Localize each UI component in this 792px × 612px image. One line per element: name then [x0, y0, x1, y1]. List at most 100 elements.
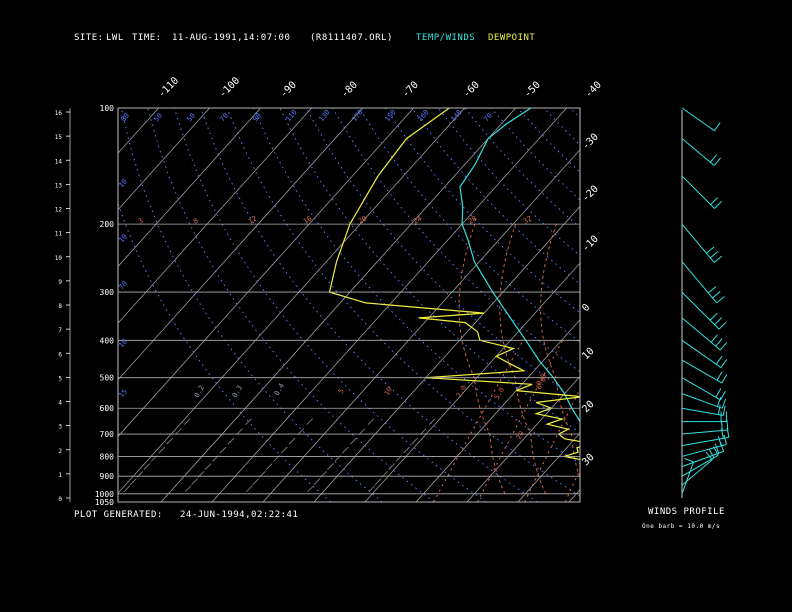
- wind-barb-feather: [708, 448, 715, 458]
- wind-barb: [681, 359, 723, 384]
- wind-barb-feather: [715, 338, 723, 347]
- background-dash: [245, 418, 252, 425]
- background-dash: [143, 463, 151, 470]
- wind-barb: [681, 107, 715, 132]
- wind-barb-feather: [709, 154, 718, 163]
- background-dash: [411, 437, 418, 445]
- top-temp-label: -80: [339, 80, 360, 101]
- wind-barb: [681, 459, 713, 486]
- plot-frame: [117, 107, 581, 503]
- height-label: 6: [58, 351, 62, 358]
- dry-adiabat-label: 170: [350, 108, 364, 123]
- wind-barb: [681, 317, 721, 351]
- barb-note: One barb = 10.0 m/s: [642, 523, 721, 530]
- top-temp-label: -110: [156, 75, 181, 100]
- background-dash: [358, 428, 366, 435]
- wind-barb: [681, 450, 724, 468]
- pressure-label: 200: [100, 220, 115, 229]
- dry-adiabat-label: 110: [284, 108, 298, 123]
- wind-barb-feather: [720, 420, 723, 431]
- right-temp-label: 30: [580, 452, 596, 468]
- background-dash: [204, 463, 212, 470]
- wind-barb: [681, 429, 728, 435]
- mixing-ratio-line: [476, 340, 564, 502]
- mixing-ratio-line: [593, 340, 667, 502]
- height-label: 4: [58, 400, 62, 407]
- dry-adiabat-label: 50: [185, 112, 197, 124]
- moist-adiabat-label: 5.0: [493, 386, 506, 401]
- height-label: 14: [55, 158, 63, 165]
- wind-barb-feather: [720, 359, 728, 368]
- pressure-label: 900: [100, 472, 115, 481]
- background-dash: [166, 437, 174, 445]
- wind-barb-feather: [713, 157, 721, 166]
- wind-barb-feather: [714, 443, 720, 454]
- isotherm-line: [517, 432, 580, 502]
- mixing-ratio-label: 20: [357, 215, 368, 226]
- background-dash: [246, 485, 253, 493]
- background-dash: [297, 428, 304, 435]
- height-label: 7: [58, 327, 62, 334]
- isotherm-line: [118, 108, 465, 494]
- isotherm-line: [118, 108, 414, 437]
- legend-dewpoint: DEWPOINT: [488, 33, 536, 43]
- wind-barb: [681, 393, 723, 409]
- wind-barb-feather: [684, 457, 694, 463]
- wind-barb-feather: [718, 321, 727, 330]
- isotherm-line: [415, 319, 580, 502]
- moist-adiabat-line: [540, 223, 580, 480]
- wind-barb-feather: [710, 197, 719, 205]
- legend-temp: TEMP/WINDS: [416, 33, 476, 43]
- wind-barb-feather: [717, 404, 721, 415]
- pressure-label: 1050: [95, 498, 114, 507]
- right-temp-label: -30: [580, 132, 601, 153]
- mixing-ratio-label: 24: [412, 215, 423, 226]
- right-temp-label: 0: [580, 302, 592, 314]
- background-dash: [327, 463, 334, 470]
- moist-adiabat-label: 0.4: [273, 382, 286, 397]
- background-dash: [313, 478, 321, 485]
- moist-adiabat-label: 5: [337, 387, 346, 395]
- wind-barb-feather: [722, 405, 726, 416]
- height-label: 9: [58, 279, 62, 286]
- isotherm-line: [118, 108, 363, 381]
- wind-barb-feather: [709, 251, 719, 259]
- background-dash: [184, 485, 192, 493]
- height-label: 3: [58, 424, 62, 431]
- background-dash: [368, 485, 376, 493]
- mixing-ratio-label: 16: [302, 215, 313, 226]
- wind-barb-feather: [721, 374, 728, 384]
- height-label: 11: [55, 231, 63, 238]
- plot-area: [118, 108, 792, 502]
- top-temp-label: -60: [461, 80, 482, 101]
- wind-barb-feather: [712, 291, 721, 299]
- wind-barb-feather: [714, 122, 721, 132]
- background-dash: [288, 437, 296, 445]
- dry-adiabat-line: [569, 108, 580, 119]
- wind-barb: [681, 261, 718, 304]
- wind-barb-feather: [719, 342, 728, 351]
- pressure-label: 400: [100, 336, 115, 345]
- pressure-label: 1000: [95, 490, 114, 499]
- pressure-label: 500: [100, 374, 115, 383]
- background-dash: [175, 428, 182, 435]
- time-label: TIME:: [132, 33, 162, 43]
- height-label: 5: [58, 375, 62, 382]
- isotherm-line: [262, 149, 580, 502]
- dry-adiabat-line: [332, 108, 580, 373]
- height-label: 0: [58, 496, 62, 503]
- dry-adiabat-line: [118, 201, 332, 502]
- background-dash: [191, 478, 198, 485]
- dry-adiabat-line: [623, 108, 792, 502]
- dry-adiabat-label: 140: [449, 108, 463, 123]
- pressure-label: 300: [100, 288, 115, 297]
- right-temp-label: -20: [580, 184, 601, 205]
- wind-barb-feather: [714, 201, 722, 209]
- mixing-ratio-label: 8: [192, 217, 200, 226]
- height-label: 8: [58, 303, 62, 310]
- isotherm-line: [620, 108, 792, 502]
- top-temp-label: -40: [583, 80, 604, 101]
- mixing-ratio-label: 28: [467, 215, 478, 226]
- wind-barb: [681, 175, 715, 209]
- wind-barb-feather: [720, 390, 726, 401]
